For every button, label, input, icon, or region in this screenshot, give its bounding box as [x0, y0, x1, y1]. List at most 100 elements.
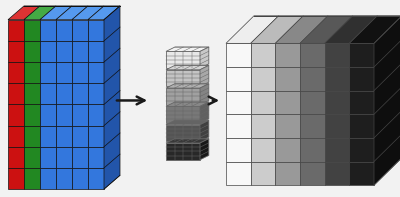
Polygon shape: [349, 16, 400, 43]
Bar: [72, 147, 88, 168]
Polygon shape: [325, 16, 377, 43]
Polygon shape: [166, 120, 209, 125]
Bar: [325, 91, 349, 114]
Bar: [275, 91, 300, 114]
Bar: [166, 125, 200, 141]
Polygon shape: [24, 6, 56, 20]
Bar: [275, 43, 300, 67]
Bar: [40, 126, 56, 147]
Bar: [166, 143, 200, 160]
Bar: [72, 126, 88, 147]
Bar: [88, 41, 104, 62]
Bar: [8, 168, 24, 189]
Bar: [166, 88, 200, 105]
Bar: [8, 62, 24, 83]
Polygon shape: [200, 47, 209, 68]
Bar: [24, 168, 40, 189]
Bar: [56, 20, 72, 41]
Polygon shape: [200, 139, 209, 160]
Bar: [275, 162, 300, 185]
Bar: [325, 114, 349, 138]
Bar: [251, 43, 275, 67]
Bar: [251, 67, 275, 91]
Polygon shape: [56, 6, 88, 20]
Polygon shape: [300, 16, 353, 43]
Bar: [349, 91, 374, 114]
Bar: [226, 91, 251, 114]
Polygon shape: [226, 16, 279, 43]
Bar: [325, 67, 349, 91]
Bar: [24, 147, 40, 168]
Bar: [166, 70, 200, 86]
Bar: [166, 51, 200, 68]
Bar: [72, 41, 88, 62]
Bar: [8, 41, 24, 62]
Bar: [349, 114, 374, 138]
Bar: [8, 20, 24, 41]
Bar: [24, 41, 40, 62]
Bar: [56, 126, 72, 147]
Bar: [88, 20, 104, 41]
Bar: [72, 20, 88, 41]
Bar: [8, 83, 24, 104]
Bar: [300, 91, 325, 114]
Bar: [251, 162, 275, 185]
Polygon shape: [166, 102, 209, 106]
Polygon shape: [104, 6, 120, 189]
Polygon shape: [200, 84, 209, 105]
Bar: [88, 62, 104, 83]
Bar: [251, 91, 275, 114]
Bar: [300, 67, 325, 91]
Bar: [300, 114, 325, 138]
Bar: [349, 67, 374, 91]
Bar: [72, 168, 88, 189]
Bar: [8, 104, 24, 126]
Bar: [24, 104, 40, 126]
Bar: [24, 20, 40, 41]
Polygon shape: [200, 102, 209, 123]
Bar: [24, 83, 40, 104]
Bar: [40, 147, 56, 168]
Polygon shape: [200, 65, 209, 86]
Polygon shape: [251, 16, 303, 43]
Bar: [275, 138, 300, 162]
Polygon shape: [8, 6, 40, 20]
Bar: [349, 162, 374, 185]
Bar: [56, 147, 72, 168]
Bar: [300, 43, 325, 67]
Bar: [56, 168, 72, 189]
Polygon shape: [166, 84, 209, 88]
Bar: [8, 147, 24, 168]
Bar: [56, 104, 72, 126]
Bar: [251, 138, 275, 162]
Bar: [300, 138, 325, 162]
Bar: [40, 104, 56, 126]
Polygon shape: [72, 6, 104, 20]
Polygon shape: [275, 16, 328, 43]
Bar: [40, 41, 56, 62]
Polygon shape: [200, 120, 209, 141]
Bar: [72, 104, 88, 126]
Bar: [300, 162, 325, 185]
Bar: [275, 114, 300, 138]
Bar: [226, 138, 251, 162]
Bar: [88, 126, 104, 147]
Bar: [56, 83, 72, 104]
Bar: [40, 168, 56, 189]
Bar: [88, 147, 104, 168]
Polygon shape: [374, 16, 400, 185]
Bar: [325, 43, 349, 67]
Bar: [226, 43, 251, 67]
Bar: [8, 126, 24, 147]
Bar: [24, 62, 40, 83]
Bar: [349, 138, 374, 162]
Bar: [325, 162, 349, 185]
Polygon shape: [40, 6, 72, 20]
Polygon shape: [88, 6, 120, 20]
Bar: [226, 114, 251, 138]
Bar: [275, 67, 300, 91]
Bar: [40, 20, 56, 41]
Bar: [40, 83, 56, 104]
Bar: [56, 62, 72, 83]
Bar: [251, 114, 275, 138]
